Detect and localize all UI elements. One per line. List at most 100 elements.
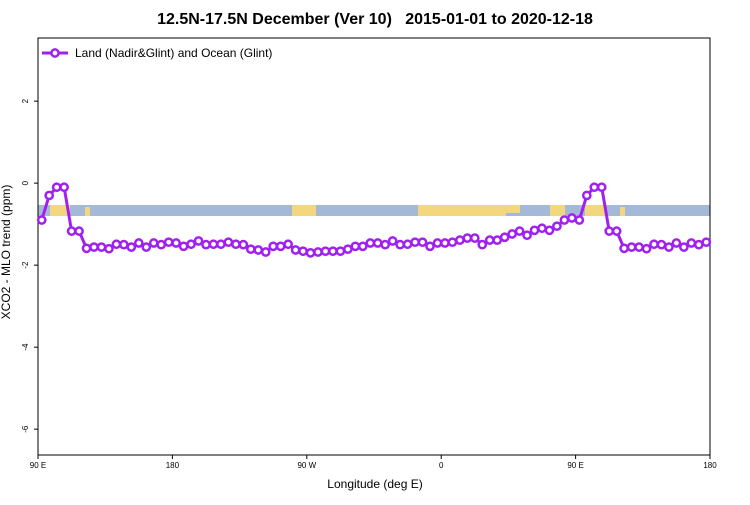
- data-point: [350, 241, 361, 252]
- data-point: [499, 232, 510, 243]
- data-point: [208, 239, 219, 250]
- data-point: [402, 239, 413, 250]
- x-tick-label: 180: [703, 461, 717, 470]
- data-point: [395, 239, 405, 250]
- data-point: [357, 241, 368, 252]
- data-point: [649, 239, 659, 250]
- data-point: [447, 237, 458, 248]
- data-point: [701, 237, 712, 248]
- data-point: [462, 233, 473, 243]
- data-point: [432, 238, 443, 248]
- data-point: [522, 230, 532, 241]
- data-point: [283, 239, 293, 250]
- data-point: [380, 239, 391, 250]
- x-axis-label: Longitude (deg E): [327, 477, 422, 491]
- data-point: [104, 243, 114, 254]
- data-point: [567, 213, 577, 223]
- data-point: [305, 248, 316, 258]
- data-point: [604, 226, 615, 236]
- data-point: [656, 239, 667, 250]
- data-point: [686, 238, 697, 248]
- data-point: [581, 190, 592, 201]
- legend-marker: [50, 48, 60, 58]
- data-point: [335, 246, 346, 257]
- data-point: [387, 236, 398, 246]
- data-point: [148, 238, 159, 248]
- data-point: [455, 235, 465, 245]
- data-point: [268, 241, 279, 252]
- data-point: [96, 242, 107, 252]
- data-point: [641, 243, 652, 254]
- data-point: [343, 244, 353, 255]
- x-tick-label: 0: [439, 461, 444, 470]
- data-point: [559, 215, 570, 225]
- data-point: [186, 239, 196, 250]
- data-point: [275, 241, 286, 252]
- data-point: [596, 182, 607, 193]
- data-point: [89, 242, 99, 252]
- data-point: [36, 215, 47, 225]
- data-point: [507, 229, 517, 239]
- data-point: [529, 225, 540, 236]
- data-point: [111, 239, 122, 250]
- x-tick-label: 90 W: [297, 461, 316, 470]
- data-point: [440, 238, 450, 248]
- data-point: [193, 236, 204, 246]
- data-point: [626, 242, 637, 252]
- data-point: [671, 238, 682, 248]
- y-tick-label: -2: [21, 261, 30, 269]
- data-point: [589, 182, 600, 193]
- y-tick-label: -6: [21, 425, 30, 433]
- data-point: [81, 243, 92, 254]
- y-tick-label: -4: [21, 343, 30, 351]
- data-point: [74, 226, 84, 236]
- data-point: [372, 238, 383, 248]
- data-point: [44, 190, 55, 201]
- x-tick-label: 90 E: [567, 461, 583, 470]
- data-point: [484, 235, 495, 245]
- data-point: [611, 226, 622, 236]
- data-point: [171, 238, 181, 248]
- data-point: [126, 242, 137, 252]
- plot-frame: [37, 37, 711, 456]
- data-point: [119, 239, 129, 250]
- data-point: [537, 223, 547, 234]
- data-point: [477, 239, 488, 250]
- data-point: [59, 182, 69, 193]
- data-point: [141, 242, 152, 252]
- data-point: [693, 239, 704, 250]
- data-point: [156, 239, 167, 250]
- data-point: [514, 226, 525, 236]
- data-point: [544, 225, 555, 236]
- y-tick-label: 2: [21, 98, 30, 103]
- data-point: [178, 241, 189, 252]
- chart-title: 12.5N-17.5N December (Ver 10) 2015-01-01…: [157, 11, 593, 28]
- data-point: [298, 246, 308, 257]
- data-point: [253, 245, 264, 255]
- data-point: [679, 242, 689, 252]
- data-point: [245, 244, 256, 255]
- x-tick-label: 90 E: [30, 461, 46, 470]
- data-point: [260, 247, 271, 257]
- data-point: [425, 241, 435, 252]
- data-point: [51, 182, 62, 193]
- data-point: [133, 238, 144, 248]
- data-point: [634, 242, 644, 252]
- data-point: [328, 246, 338, 257]
- land-ocean-strip: [38, 205, 710, 216]
- data-point: [320, 246, 331, 257]
- data-point: [574, 215, 585, 225]
- data-point: [492, 235, 503, 245]
- data-point: [552, 221, 562, 232]
- data-point: [365, 238, 376, 248]
- data-point: [313, 247, 323, 257]
- data-point: [238, 239, 249, 250]
- y-axis-label: XCO2 - MLO trend (ppm): [0, 185, 13, 320]
- data-point: [163, 237, 174, 248]
- data-point: [216, 239, 226, 250]
- data-point: [290, 245, 301, 255]
- data-point: [410, 237, 420, 248]
- data-point: [201, 239, 211, 250]
- data-point: [66, 226, 77, 236]
